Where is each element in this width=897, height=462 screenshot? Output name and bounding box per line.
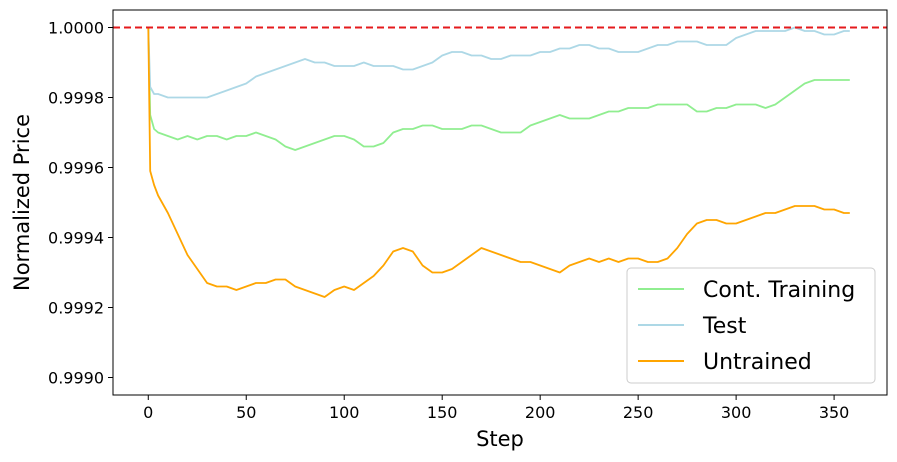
- x-axis-ticks: 0 50 100 150 200 250 300 350: [143, 395, 849, 422]
- x-tick-label-2: 100: [329, 403, 360, 422]
- y-tick-label-3: 0.9996: [48, 159, 104, 178]
- x-tick-label-3: 150: [427, 403, 458, 422]
- x-tick-label-5: 250: [623, 403, 654, 422]
- legend-label-1: Test: [702, 314, 747, 339]
- series-line-2: [147, 27, 850, 298]
- y-tick-label-4: 0.9998: [48, 89, 104, 108]
- series-line-0: [147, 27, 850, 151]
- series-layer: [147, 26, 850, 298]
- x-tick-label-7: 350: [819, 403, 850, 422]
- x-tick-label-6: 300: [721, 403, 752, 422]
- series-line-1: [147, 26, 850, 99]
- x-tick-label-4: 200: [525, 403, 556, 422]
- legend-label-2: Untrained: [703, 350, 812, 375]
- y-tick-label-5: 1.0000: [48, 19, 104, 38]
- y-tick-label-2: 0.9994: [48, 229, 104, 248]
- plot-frame: [112, 9, 888, 396]
- x-tick-label-0: 0: [143, 403, 153, 422]
- y-tick-label-1: 0.9992: [48, 299, 104, 318]
- legend-box: [626, 267, 876, 384]
- y-axis-ticks: 0.9990 0.9992 0.9994 0.9996 0.9998 1.0000: [48, 19, 113, 388]
- x-tick-label-1: 50: [236, 403, 256, 422]
- legend-label-0: Cont. Training: [703, 278, 855, 303]
- legend: Cont. Training Test Untrained: [626, 267, 876, 384]
- y-tick-label-0: 0.9990: [48, 369, 104, 388]
- x-axis-title: Step: [476, 427, 524, 451]
- y-axis-title: Normalized Price: [10, 114, 34, 291]
